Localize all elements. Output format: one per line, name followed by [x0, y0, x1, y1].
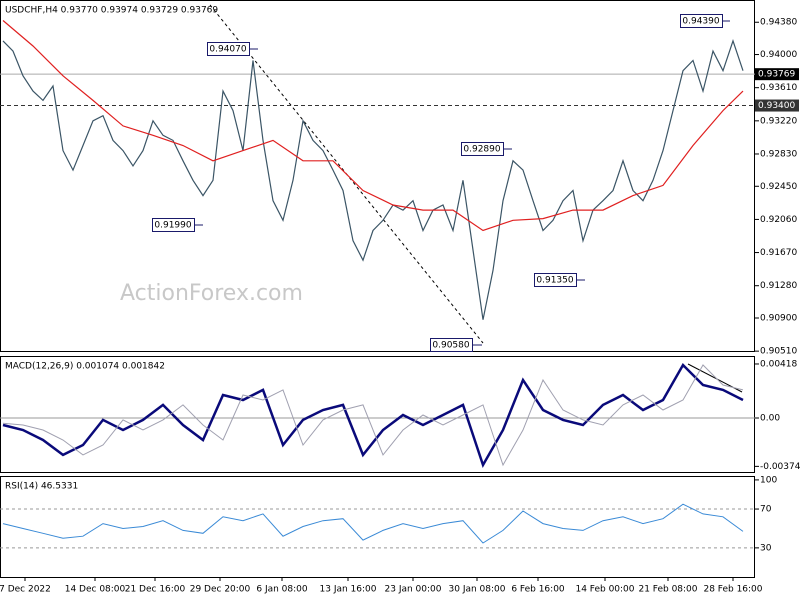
- annotation: 0.94390: [682, 17, 719, 27]
- x-tick-label: 14 Dec 08:00: [65, 585, 126, 595]
- price-marker-label: 0.93400: [758, 101, 795, 111]
- series-line: [2, 364, 744, 467]
- panel-title: MACD(12,26,9) 0.001074 0.001842: [5, 362, 165, 372]
- y-tick-label: 0.91670: [760, 248, 797, 258]
- x-tick-label: 28 Feb 16:00: [703, 585, 762, 595]
- price-marker: [755, 99, 799, 112]
- y-tick-label: 100: [760, 475, 777, 485]
- y-tick-label: 70: [760, 505, 772, 515]
- y-tick-label: 0.94380: [760, 18, 797, 28]
- annotations: 0.94390 0.94070 0.92890 0.91990 0.91350 …: [152, 14, 730, 352]
- y-tick-label: 0.90510: [760, 347, 797, 357]
- x-tick-label: 29 Dec 20:00: [190, 585, 251, 595]
- panel-title: RSI(14) 46.5331: [5, 482, 78, 492]
- annotation: 0.92890: [463, 145, 500, 155]
- series-line: [2, 362, 744, 469]
- rsi-panel: [0, 476, 755, 578]
- y-tick-label: 0.00: [760, 413, 780, 423]
- y-tick-label: 30: [760, 543, 772, 553]
- y-tick-label: 0.93610: [760, 83, 797, 93]
- y-tick-label: 0.91280: [760, 281, 797, 291]
- price-panel: [0, 0, 755, 352]
- annotation: 0.91990: [154, 221, 191, 231]
- x-tick-label: 7 Dec 2022: [0, 585, 51, 595]
- y-tick-label: 0.93220: [760, 116, 797, 126]
- x-tick-label: 6 Jan 08:00: [256, 585, 308, 595]
- series-line: [2, 503, 744, 544]
- x-tick-label: 30 Jan 08:00: [449, 585, 506, 595]
- x-tick-label: 23 Jan 00:00: [385, 585, 442, 595]
- watermark: ActionForex.com: [120, 281, 303, 306]
- x-tick-label: 14 Feb 00:00: [575, 585, 634, 595]
- macd-panel: [0, 356, 755, 473]
- y-tick-label: 0.00418: [760, 359, 797, 369]
- y-tick-label: -0.003744: [760, 462, 800, 472]
- y-tick-label: 0.94000: [760, 50, 797, 60]
- annotation: 0.94070: [209, 45, 246, 55]
- price-marker-label: 0.93769: [758, 70, 795, 80]
- annotation: 0.91350: [536, 276, 573, 286]
- series-line: [2, 20, 744, 232]
- x-tick-label: 21 Dec 16:00: [125, 585, 186, 595]
- x-tick-label: 21 Feb 08:00: [638, 585, 697, 595]
- y-tick-label: 0.92060: [760, 215, 797, 225]
- series-line: [2, 39, 744, 320]
- y-tick-label: 0.90900: [760, 314, 797, 324]
- x-tick-label: 13 Jan 16:00: [320, 585, 377, 595]
- x-tick-label: 6 Feb 16:00: [511, 585, 565, 595]
- y-tick-label: 0.92450: [760, 182, 797, 192]
- annotation: 0.90580: [432, 341, 469, 351]
- panel-title: USDCHF,H4 0.93770 0.93974 0.93729 0.9376…: [5, 6, 218, 16]
- price-marker: [755, 68, 799, 81]
- y-tick-label: 0.92830: [760, 149, 797, 159]
